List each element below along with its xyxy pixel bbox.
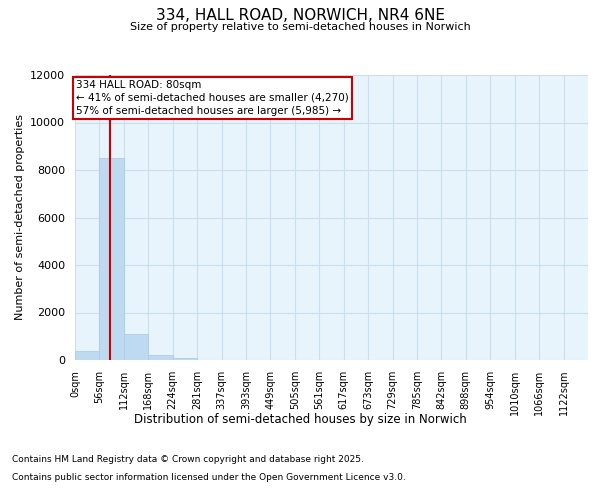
Text: Contains public sector information licensed under the Open Government Licence v3: Contains public sector information licen… <box>12 472 406 482</box>
Bar <box>75 350 100 360</box>
Bar <box>100 158 124 360</box>
Text: 334, HALL ROAD, NORWICH, NR4 6NE: 334, HALL ROAD, NORWICH, NR4 6NE <box>155 8 445 22</box>
Text: Contains HM Land Registry data © Crown copyright and database right 2025.: Contains HM Land Registry data © Crown c… <box>12 455 364 464</box>
Y-axis label: Number of semi-detached properties: Number of semi-detached properties <box>14 114 25 320</box>
Text: 334 HALL ROAD: 80sqm
← 41% of semi-detached houses are smaller (4,270)
57% of se: 334 HALL ROAD: 80sqm ← 41% of semi-detac… <box>76 80 349 116</box>
Text: Size of property relative to semi-detached houses in Norwich: Size of property relative to semi-detach… <box>130 22 470 32</box>
Text: Distribution of semi-detached houses by size in Norwich: Distribution of semi-detached houses by … <box>134 412 466 426</box>
Bar <box>173 358 197 360</box>
Bar <box>148 355 173 360</box>
Bar <box>124 334 148 360</box>
